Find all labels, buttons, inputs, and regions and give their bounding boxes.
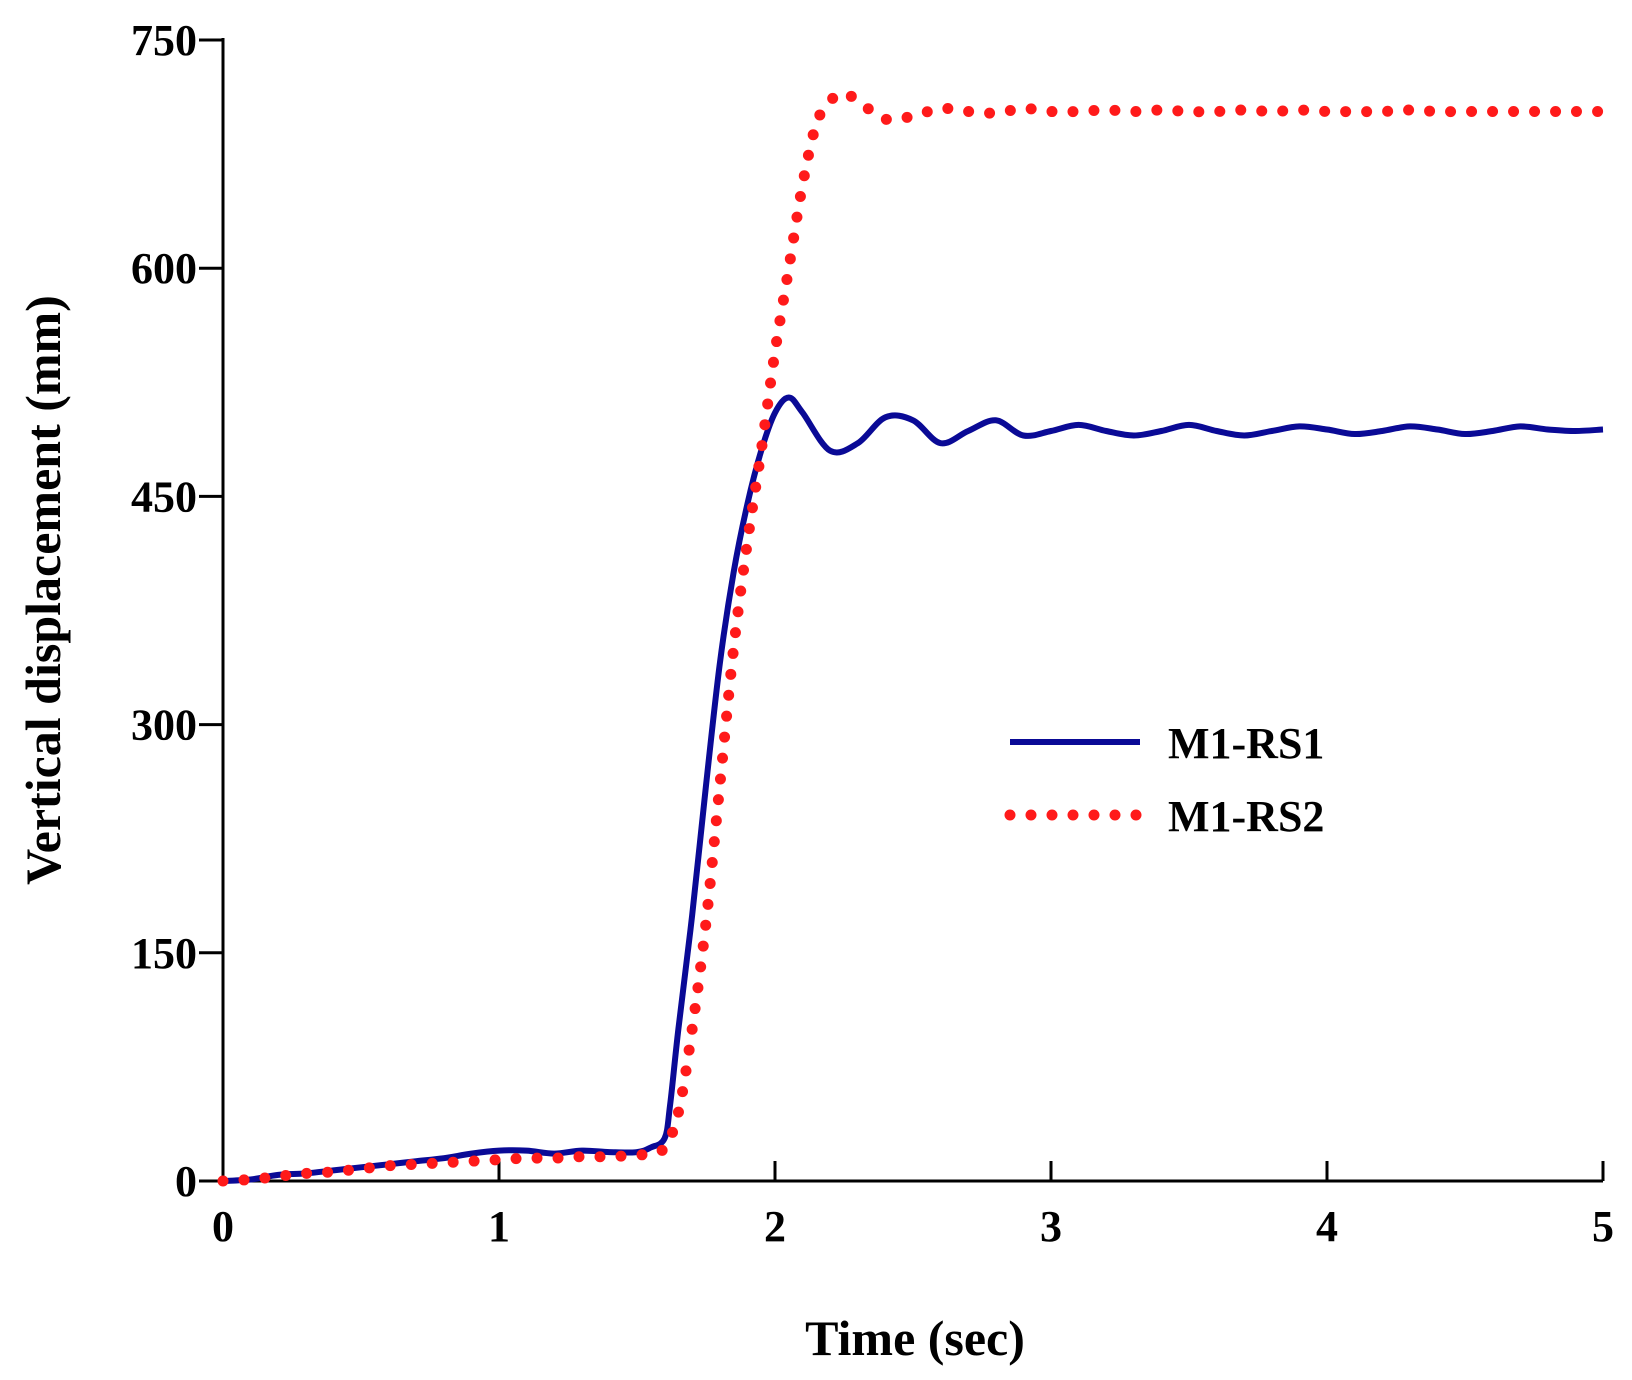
x-tick-label: 2 (764, 1202, 786, 1251)
legend: M1-RS1 M1-RS2 (1004, 719, 1324, 841)
y-tick-label: 450 (131, 472, 197, 521)
legend-label-m1-rs2: M1-RS2 (1168, 792, 1324, 841)
axes: 0 150 300 450 600 750 0 1 2 3 4 5 (131, 16, 1614, 1251)
y-tick-label: 300 (131, 701, 197, 750)
x-axis-title: Time (sec) (805, 1310, 1025, 1366)
plot-area (217, 87, 1609, 1187)
x-tick-label: 3 (1040, 1202, 1062, 1251)
series-line-m1-rs2 (217, 87, 1609, 1187)
y-tick-label: 750 (131, 16, 197, 65)
y-tick-label: 0 (175, 1157, 197, 1206)
y-tick-label: 150 (131, 929, 197, 978)
y-axis-title: Vertical displacement (mm) (15, 295, 71, 885)
x-tick-label: 1 (488, 1202, 510, 1251)
x-tick-label: 5 (1592, 1202, 1614, 1251)
y-tick-label: 600 (131, 244, 197, 293)
x-tick-label: 0 (212, 1202, 234, 1251)
series-line-m1-rs1 (222, 394, 1604, 1184)
x-tick-label: 4 (1316, 1202, 1338, 1251)
legend-label-m1-rs1: M1-RS1 (1168, 719, 1324, 768)
